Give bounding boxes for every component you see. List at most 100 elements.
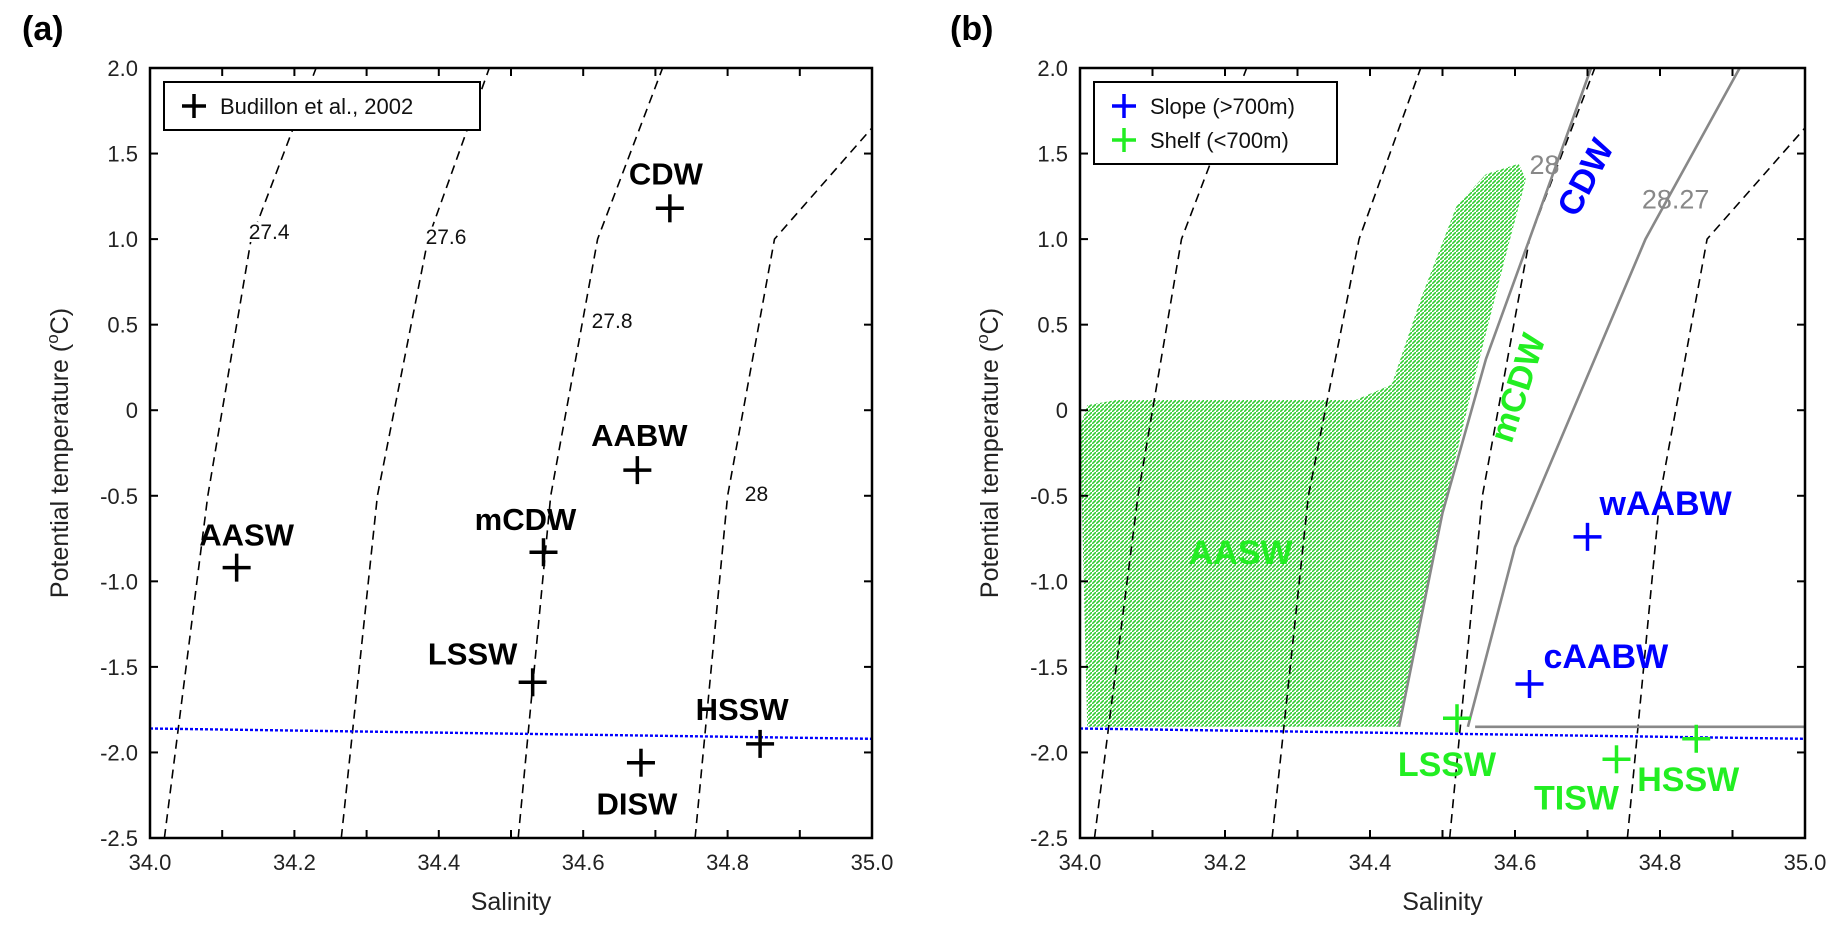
y-axis-label: Potential temperature (oC) [973, 308, 1004, 598]
shelf-point-tisw [1602, 745, 1631, 774]
aasw-region [1080, 163, 1526, 727]
plot-frame [1078, 66, 1807, 840]
legend-marker-0 [182, 94, 206, 118]
data-point-mcdw [529, 538, 558, 567]
y-tick-label-7: -1.5 [100, 655, 138, 680]
panel-label-b: (b) [950, 10, 993, 48]
boundary-label-1: 28.27 [1642, 184, 1710, 214]
legend-marker-0 [1112, 94, 1136, 118]
x-axis-label: Salinity [471, 888, 552, 916]
y-tick-label-1: 1.5 [1037, 142, 1068, 167]
y-tick-label-3: 0.5 [1037, 313, 1068, 338]
data-point-label-aasw: AASW [199, 518, 294, 553]
y-tick-label-0: 2.0 [1037, 56, 1068, 81]
y-tick-label-9: -2.5 [100, 826, 138, 851]
data-point-label-cdw: CDW [629, 156, 704, 191]
x-tick-label-0: 34.0 [129, 850, 172, 875]
y-tick-label-4: 0 [1056, 398, 1068, 423]
legend-label-0: Slope (>700m) [1150, 94, 1295, 119]
y-tick-label-6: -1.0 [100, 569, 138, 594]
x-tick-label-1: 34.2 [1204, 850, 1247, 875]
data-point-aabw [623, 456, 652, 485]
x-tick-label-3: 34.6 [1494, 850, 1537, 875]
legend-label-0: Budillon et al., 2002 [220, 94, 413, 119]
y-axis-label-degree: o [973, 334, 992, 343]
x-tick-label-3: 34.6 [562, 850, 605, 875]
x-tick-label-4: 34.8 [706, 850, 749, 875]
slope-point-label-caabw: cAABW [1544, 638, 1670, 676]
x-tick-label-5: 35.0 [1784, 850, 1827, 875]
shelf-point-label-hssw: HSSW [1637, 761, 1740, 799]
y-tick-label-3: 0.5 [107, 313, 138, 338]
slope-point-waabw [1573, 522, 1602, 551]
data-point-hssw [746, 729, 775, 758]
isopycnal-line-1 [1271, 68, 1422, 838]
freezing-line [1080, 727, 1805, 740]
y-axis-label-main: Potential temperature ( [976, 343, 1004, 598]
isopycnal-line-1 [340, 68, 491, 838]
y-axis-label-unit: C) [46, 308, 74, 334]
plot-area [150, 68, 872, 838]
y-tick-label-7: -1.5 [1030, 655, 1068, 680]
y-tick-label-6: -1.0 [1030, 569, 1068, 594]
y-tick-label-1: 1.5 [107, 142, 138, 167]
isopycnal-label-0: 27.4 [249, 221, 290, 244]
boundary-line-0 [1397, 68, 1593, 728]
data-point-label-mcdw: mCDW [475, 502, 577, 537]
slope-point-caabw [1515, 670, 1544, 698]
data-point-disw [626, 748, 655, 777]
freezing-line [150, 727, 872, 740]
panel-label-a: (a) [22, 10, 64, 48]
y-tick-label-9: -2.5 [1030, 826, 1068, 851]
shelf-point-hssw [1682, 724, 1711, 753]
y-tick-label-5: -0.5 [1030, 484, 1068, 509]
isopycnal-line-2 [1448, 68, 1596, 838]
boundary-line-1 [1466, 68, 1741, 728]
data-point-label-aabw: AABW [591, 418, 688, 453]
x-tick-label-2: 34.4 [1349, 850, 1392, 875]
panel-b-chart: 28 28.27 34.0 34.2 34.4 34.6 34.8 35.0 2.0 1.5 1.0… [973, 56, 1826, 916]
y-axis-label: Potential temperature (oC) [43, 308, 74, 598]
isopycnal-line-3 [1626, 127, 1805, 838]
x-tick-label-5: 35.0 [851, 850, 894, 875]
x-axis-label: Salinity [1402, 888, 1483, 916]
plot-background [150, 68, 872, 838]
y-axis-label-degree: o [43, 334, 62, 343]
data-point-lssw [518, 668, 547, 697]
isopycnal-line-3 [694, 127, 872, 838]
data-point-label-disw: DISW [596, 787, 678, 822]
legend-box [163, 81, 481, 131]
isopycnal-line-2 [517, 68, 664, 838]
data-point-aasw [222, 553, 251, 582]
data-point-label-hssw: HSSW [696, 692, 790, 727]
water-mass-label-aasw: AASW [1189, 534, 1294, 572]
y-tick-label-2: 1.0 [1037, 227, 1068, 252]
isopycnal-label-3: 28 [745, 483, 768, 506]
slope-point-label-waabw: wAABW [1599, 485, 1733, 523]
legend-marker-1 [1112, 128, 1136, 152]
y-tick-label-0: 2.0 [107, 56, 138, 81]
y-tick-label-2: 1.0 [107, 227, 138, 252]
isopycnal-label-1: 27.6 [426, 226, 467, 249]
shelf-point-label-tisw: TISW [1534, 779, 1620, 817]
y-tick-label-4: 0 [126, 398, 138, 423]
legend-box [1093, 81, 1338, 165]
boundary-label-0: 28 [1530, 150, 1560, 180]
y-tick-label-8: -2.0 [1030, 740, 1068, 765]
y-tick-label-8: -2.0 [100, 740, 138, 765]
x-tick-label-1: 34.2 [273, 850, 316, 875]
plot-area [1080, 68, 1805, 838]
x-tick-label-4: 34.8 [1639, 850, 1682, 875]
shelf-point-label-lssw: LSSW [1398, 746, 1497, 784]
data-point-cdw [655, 194, 684, 223]
x-tick-label-0: 34.0 [1059, 850, 1102, 875]
data-point-label-lssw: LSSW [428, 636, 518, 671]
isopycnal-label-2: 27.8 [592, 310, 633, 333]
panel-a-chart: 27.4 27.6 27.8 28 34.0 34.2 34.4 34.6 34.8 35.0 2.… [43, 56, 893, 916]
y-axis-label-unit: C) [976, 308, 1004, 334]
y-axis-label-main: Potential temperature ( [46, 343, 74, 598]
isopycnal-line-0 [163, 68, 317, 838]
shelf-point-lssw [1443, 704, 1471, 733]
y-tick-label-5: -0.5 [100, 484, 138, 509]
